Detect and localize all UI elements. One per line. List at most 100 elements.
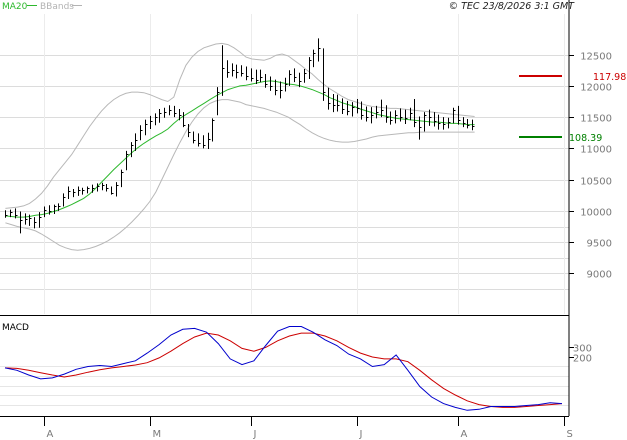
ohlc-bar: [371, 107, 374, 124]
ohlc-bar: [467, 119, 470, 129]
price-tick-label: 9500: [587, 239, 612, 250]
ohlc-bar: [414, 99, 417, 128]
ohlc-bar: [386, 105, 389, 123]
ohlc-bar: [361, 101, 364, 120]
bollinger-upper-line: [5, 42, 475, 209]
ohlc-bar: [68, 186, 71, 199]
price-tick-label: 11000: [580, 145, 612, 156]
price-panel: [0, 14, 569, 314]
ohlc-bar: [73, 189, 76, 198]
ohlc-bar: [102, 182, 105, 191]
lower-price-marker-label: 108.39: [569, 133, 602, 144]
ohlc-bar: [126, 150, 129, 171]
ohlc-bar: [400, 108, 403, 122]
ohlc-bar: [376, 105, 379, 119]
ohlc-bar: [294, 68, 297, 83]
macd-signal-line: [4, 332, 563, 408]
ma20-line: [5, 80, 475, 218]
ohlc-bar: [15, 208, 18, 219]
ohlc-bar: [29, 214, 32, 226]
ohlc-bar: [121, 169, 124, 188]
ohlc-bar: [58, 203, 61, 211]
ohlc-bar: [82, 187, 85, 195]
ohlc-bar: [78, 186, 81, 196]
macd-tick-label: 200: [573, 354, 592, 365]
ohlc-bar: [448, 117, 451, 129]
ohlc-bar: [333, 94, 336, 113]
ohlc-bar: [313, 49, 316, 68]
ohlc-bar: [390, 111, 393, 125]
ohlc-bar: [405, 109, 408, 124]
ohlc-bar: [410, 107, 413, 121]
ohlc-bar: [275, 79, 278, 96]
ohlc-bar: [193, 131, 196, 144]
ohlc-bar: [463, 117, 466, 128]
ohlc-bar: [434, 112, 437, 127]
ohlc-bar: [419, 116, 422, 140]
copyright-timestamp: © TEC 23/8/2026 3:1 GMT: [449, 1, 576, 12]
ohlc-bar: [169, 105, 172, 116]
ohlc-bar: [342, 98, 345, 114]
ohlc-bar: [183, 112, 186, 128]
bollinger-bands: [5, 42, 475, 251]
ohlc-bar: [251, 68, 254, 82]
price-tick-label: 12500: [580, 52, 612, 63]
x-tick-label: A: [461, 429, 468, 440]
ma20-series-line: [5, 80, 475, 218]
ohlc-bar: [285, 77, 288, 92]
ohlc-bar: [227, 60, 230, 78]
ohlc-bar: [106, 184, 109, 192]
ohlc-bar: [328, 87, 331, 110]
x-tick-label: J: [359, 429, 363, 440]
ohlc-bar: [217, 87, 220, 116]
ohlc-bar: [140, 125, 143, 141]
ohlc-bar: [208, 132, 211, 149]
x-tick-label: J: [253, 429, 257, 440]
ohlc-bar: [280, 81, 283, 99]
legend-ma20-label: MA20: [2, 2, 28, 12]
ohlc-bar: [260, 69, 263, 83]
ohlc-bar: [289, 70, 292, 86]
ohlc-bar: [395, 110, 398, 124]
ohlc-bar: [453, 107, 456, 124]
ohlc-bar: [97, 183, 100, 192]
price-tick-label: 10000: [580, 208, 612, 219]
ohlc-bar: [347, 100, 350, 116]
ohlc-bar: [5, 210, 8, 218]
ohlc-bar: [179, 109, 182, 121]
upper-price-marker-label: 117.98: [593, 72, 626, 83]
ohlc-bar: [87, 186, 90, 194]
price-tick-label: 11500: [580, 114, 612, 125]
price-tick-label: 10500: [580, 177, 612, 188]
ohlc-bar: [304, 69, 307, 83]
ohlc-bar: [164, 107, 167, 118]
ohlc-bar: [25, 213, 28, 225]
ohlc-bar: [236, 64, 239, 79]
ohlc-bar: [203, 135, 206, 149]
ohlc-bar: [429, 109, 432, 126]
ohlc-bar: [135, 133, 138, 151]
ohlc-bar: [188, 124, 191, 138]
ohlc-bar: [49, 205, 52, 215]
ohlc-bar: [265, 74, 268, 88]
macd-main-line: [4, 326, 563, 411]
ohlc-bar: [159, 109, 162, 123]
ohlc-bar: [424, 112, 427, 132]
ohlc-bar: [381, 99, 384, 118]
ohlc-bar: [323, 48, 326, 101]
ohlc-bar: [366, 106, 369, 122]
ohlc-bar: [155, 113, 158, 126]
ohlc-bar: [438, 114, 441, 130]
ohlc-bar: [198, 133, 201, 147]
x-tick-label: A: [47, 429, 54, 440]
ohlc-bar: [212, 118, 215, 142]
ohlc-bar: [63, 193, 66, 207]
ohlc-bar: [150, 115, 153, 129]
ohlc-bar: [20, 211, 23, 234]
ohlc-bar: [270, 76, 273, 91]
x-tick-label: S: [567, 429, 573, 440]
x-tick-label: M: [153, 429, 162, 440]
